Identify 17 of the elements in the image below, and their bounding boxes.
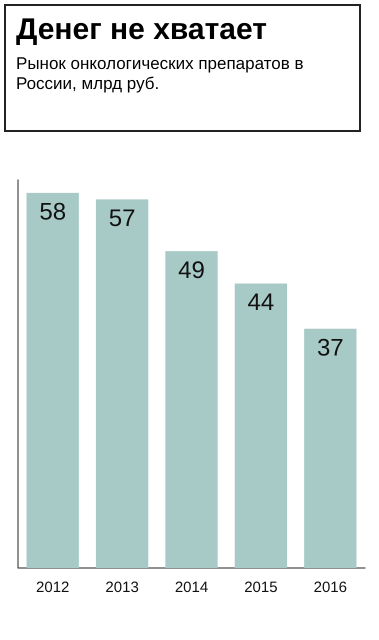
bar xyxy=(26,192,79,568)
data-label: 44 xyxy=(248,289,274,316)
bar xyxy=(234,283,288,568)
data-label: 57 xyxy=(108,205,136,232)
x-tick-label: 2015 xyxy=(244,579,278,596)
data-label: 58 xyxy=(39,198,66,226)
chart-title: Денег не хватает xyxy=(16,12,268,48)
data-label: 49 xyxy=(178,256,205,284)
x-tick-label: 2012 xyxy=(36,579,70,596)
x-tick-label: 2013 xyxy=(105,579,139,596)
bar xyxy=(96,199,148,568)
bar xyxy=(304,328,356,568)
bar xyxy=(165,251,218,568)
data-label: 37 xyxy=(316,334,344,362)
x-tick-label: 2014 xyxy=(174,579,208,596)
x-tick-label: 2016 xyxy=(314,579,347,596)
chart-subtitle: Рынок онкологических препаратов в России, млрд руб. xyxy=(16,54,304,94)
